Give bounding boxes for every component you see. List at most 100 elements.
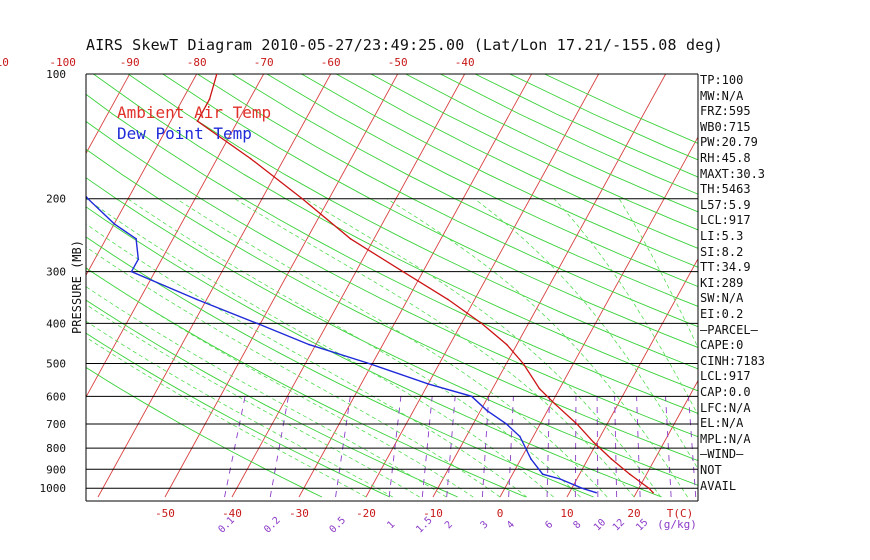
ambient-temp-point xyxy=(592,441,595,444)
mixing-ratio-tick: 1 xyxy=(385,519,397,531)
y-tick-label: 700 xyxy=(46,418,66,431)
dew-point-point xyxy=(87,197,89,200)
mixing-ratio-tick: 8 xyxy=(572,519,584,531)
temp-tick-bottom: 10 xyxy=(560,507,573,520)
stat-item: LCL:917 xyxy=(700,369,751,384)
temp-tick-bottom: -10 xyxy=(423,507,443,520)
mixing-ratio-line xyxy=(335,396,351,498)
dry-adiabat-line xyxy=(86,120,698,438)
temp-tick-top: -80 xyxy=(187,56,207,69)
temp-tick-top: -60 xyxy=(321,56,341,69)
dew-point-point xyxy=(256,322,258,325)
ambient-temp-point xyxy=(538,387,541,390)
dew-point-point xyxy=(59,163,61,165)
background-grid xyxy=(0,74,698,498)
ambient-temp-point xyxy=(628,473,631,475)
dew-point-point xyxy=(486,409,488,412)
dew-point-point xyxy=(470,395,473,398)
temp-tick-top: -70 xyxy=(254,56,274,69)
ambient-temp-point xyxy=(301,197,304,200)
temp-tick-top: -100 xyxy=(49,56,76,69)
dry-adiabat-line xyxy=(86,148,698,462)
axes: 1002003004005006007008009001000PRESSURE … xyxy=(0,56,699,536)
x-axis-label: T(C) xyxy=(667,507,694,520)
y-tick-label: 300 xyxy=(46,266,66,279)
mixing-ratio-tick: 6 xyxy=(543,519,555,531)
mixing-ratio-unit: (g/kg) xyxy=(657,518,697,531)
mixing-ratio-tick: 4 xyxy=(505,519,517,531)
moist-adiabat-line xyxy=(234,198,635,498)
mixing-ratio-line xyxy=(481,396,490,498)
stat-item: LI:5.3 xyxy=(700,229,744,243)
mixing-ratio-line xyxy=(269,396,289,498)
stat-item: TP:100 xyxy=(700,73,744,87)
temp-tick-bottom: 20 xyxy=(627,507,640,520)
mixing-ratio-tick: 2 xyxy=(443,519,455,531)
dew-point-point xyxy=(137,258,140,261)
dew-point-point xyxy=(195,298,198,301)
isotherm-line xyxy=(231,74,466,498)
mixing-ratio-line xyxy=(388,396,402,498)
ambient-temp-point xyxy=(648,487,650,490)
stat-item: LCL:917 xyxy=(700,213,751,228)
moist-adiabat-line xyxy=(304,198,662,498)
temp-tick-bottom: -30 xyxy=(289,507,309,520)
mixing-ratio-line xyxy=(508,396,514,498)
stat-item: CAPE:0 xyxy=(700,338,744,353)
ambient-temp-point xyxy=(208,98,211,100)
ambient-temp-point xyxy=(522,362,524,365)
stat-item: AVAIL xyxy=(700,478,737,493)
dew-point-point xyxy=(308,343,310,346)
ambient-temp-point xyxy=(610,458,613,460)
dry-adiabat-line xyxy=(266,74,698,288)
stat-item: EL:N/A xyxy=(700,416,744,431)
mixing-ratio-line xyxy=(224,396,246,498)
dry-adiabat-line xyxy=(86,177,698,486)
stat-item: L57:5.9 xyxy=(700,197,751,212)
stat-item: KI:289 xyxy=(700,275,744,290)
stat-item: PW:20.79 xyxy=(700,135,758,150)
temp-tick-top: -50 xyxy=(388,56,408,69)
dry-adiabat-line xyxy=(86,366,323,498)
moist-adiabat-line xyxy=(86,303,420,498)
dry-adiabat-line xyxy=(301,74,698,268)
dew-point-point xyxy=(427,383,429,385)
y-tick-label: 500 xyxy=(46,358,66,371)
temp-tick-top: -40 xyxy=(455,56,475,69)
temp-tick-bottom: -20 xyxy=(356,507,376,520)
stat-item: —WIND— xyxy=(700,447,744,462)
isotherm-line xyxy=(86,74,131,155)
dry-adiabat-line xyxy=(86,236,594,498)
ambient-temp-point xyxy=(249,157,252,160)
ambient-temp-point xyxy=(553,402,556,405)
ambient-temp-point xyxy=(505,343,508,346)
y-tick-label: 600 xyxy=(46,390,66,403)
mixing-ratio-line xyxy=(636,396,641,498)
legend: Ambient Air Temp Dew Point Temp xyxy=(117,103,271,143)
moist-adiabat-line xyxy=(553,198,698,416)
y-tick-label: 900 xyxy=(46,463,66,476)
stat-item: CINH:7183 xyxy=(700,353,766,368)
y-tick-label: 200 xyxy=(46,193,66,206)
y-tick-label: 800 xyxy=(46,442,66,455)
dew-point-point xyxy=(130,270,133,273)
temp-tick-bottom: 0 xyxy=(497,507,504,520)
dew-point-point xyxy=(595,491,597,494)
stat-item: LFC:N/A xyxy=(700,400,751,415)
dry-adiabat-line xyxy=(197,74,698,328)
isotherm-line xyxy=(0,74,63,497)
moist-adiabat-line xyxy=(127,198,581,498)
mixing-ratio-line xyxy=(421,396,433,498)
stat-item: FRZ:595 xyxy=(700,104,751,119)
dew-point-point xyxy=(113,223,116,225)
dry-adiabat-line xyxy=(86,332,390,498)
moist-adiabat-line xyxy=(86,223,528,498)
isobar-lines xyxy=(86,73,698,489)
dew-point-point xyxy=(581,487,583,490)
ambient-temp-point xyxy=(447,298,449,301)
isotherm-line xyxy=(365,74,600,498)
dew-point-point xyxy=(559,478,561,480)
ambient-temp-point xyxy=(402,270,404,273)
temp-tick-bottom: -50 xyxy=(155,507,175,520)
